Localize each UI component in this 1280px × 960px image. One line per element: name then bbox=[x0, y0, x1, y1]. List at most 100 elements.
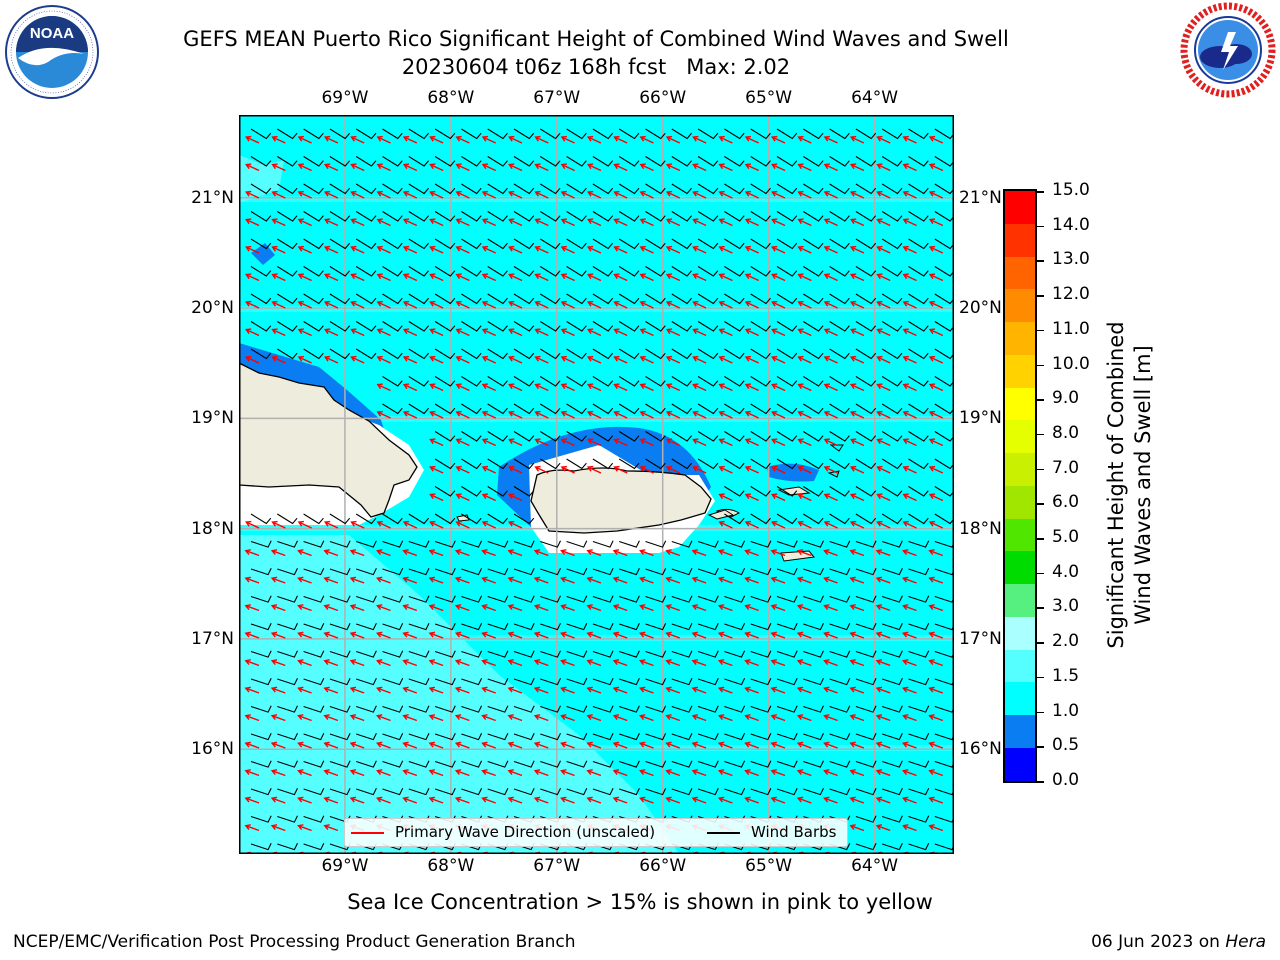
wind-barb bbox=[355, 348, 377, 360]
wind-barb bbox=[250, 623, 272, 631]
wave-direction-arrow bbox=[770, 796, 786, 804]
wind-barb bbox=[619, 788, 640, 796]
wave-direction-arrow bbox=[586, 355, 602, 364]
wind-barb bbox=[461, 486, 482, 497]
wave-direction-arrow bbox=[323, 631, 339, 639]
wave-direction-arrow bbox=[876, 163, 891, 172]
wave-direction-arrow bbox=[508, 438, 523, 447]
wind-barb bbox=[277, 733, 298, 741]
wind-barb bbox=[724, 266, 745, 277]
wind-barb bbox=[671, 321, 693, 332]
wind-barb bbox=[487, 403, 508, 415]
wind-barb bbox=[592, 403, 614, 415]
wave-direction-arrow bbox=[376, 659, 391, 667]
wave-direction-arrow bbox=[481, 135, 496, 144]
wave-direction-arrow bbox=[323, 796, 339, 804]
wind-barb bbox=[408, 266, 430, 277]
wind-barb bbox=[303, 568, 325, 576]
wave-direction-arrow bbox=[507, 714, 523, 722]
wind-barb bbox=[329, 183, 351, 195]
wind-barb bbox=[855, 183, 877, 195]
wind-barb bbox=[803, 705, 824, 713]
wind-barb bbox=[829, 513, 850, 525]
wind-barb bbox=[487, 595, 509, 603]
wave-direction-arrow bbox=[849, 659, 865, 667]
wind-barb bbox=[750, 705, 772, 713]
wind-barb bbox=[829, 348, 850, 360]
wave-direction-arrow bbox=[481, 190, 496, 199]
wind-barb bbox=[408, 760, 430, 768]
wave-direction-arrow bbox=[534, 218, 549, 227]
wind-barb bbox=[829, 458, 850, 470]
wind-barb bbox=[697, 568, 719, 576]
wind-barb bbox=[408, 376, 430, 387]
wave-direction-arrow bbox=[402, 631, 418, 639]
wave-direction-arrow bbox=[244, 631, 260, 639]
wave-direction-arrow bbox=[454, 769, 470, 777]
wind-barb bbox=[329, 705, 351, 713]
wind-barb bbox=[776, 568, 798, 576]
wind-barb bbox=[645, 183, 666, 195]
wind-barb bbox=[803, 458, 824, 470]
lat-tick-label: 21°N bbox=[191, 187, 234, 208]
wave-direction-arrow bbox=[350, 245, 365, 254]
wave-direction-arrow bbox=[376, 796, 391, 804]
wave-direction-arrow bbox=[533, 741, 549, 749]
colorbar-segment bbox=[1005, 256, 1035, 290]
wave-direction-arrow bbox=[823, 659, 838, 667]
wind-barb bbox=[618, 348, 640, 360]
wind-barb bbox=[882, 568, 903, 576]
wind-barb bbox=[592, 211, 614, 222]
wind-barb bbox=[277, 156, 298, 167]
wind-barb bbox=[803, 486, 824, 497]
colorbar-segment bbox=[1005, 551, 1035, 585]
wind-barb bbox=[724, 595, 746, 603]
wave-direction-arrow bbox=[849, 741, 865, 749]
wind-barb bbox=[750, 156, 771, 167]
wave-direction-arrow bbox=[928, 355, 944, 364]
wind-barb bbox=[487, 623, 509, 631]
wave-direction-arrow bbox=[744, 135, 759, 144]
wave-direction-arrow bbox=[928, 465, 944, 474]
wave-direction-arrow bbox=[586, 465, 602, 474]
wind-barb bbox=[382, 321, 403, 332]
colorbar-level-label: 10.0 bbox=[1052, 353, 1090, 374]
wind-barb bbox=[671, 458, 693, 470]
wave-direction-arrow bbox=[612, 796, 628, 804]
wind-barb bbox=[881, 238, 903, 250]
wind-barb bbox=[908, 321, 929, 332]
wind-barb bbox=[303, 705, 325, 713]
wind-barb bbox=[566, 650, 588, 658]
wave-direction-arrow bbox=[560, 355, 575, 364]
wind-barb bbox=[592, 156, 614, 167]
wave-direction-arrow bbox=[928, 604, 944, 612]
wind-barb bbox=[356, 733, 377, 741]
wave-direction-arrow bbox=[691, 576, 707, 584]
wind-barb bbox=[882, 540, 903, 548]
wave-direction-arrow bbox=[560, 410, 575, 419]
colorbar-segment bbox=[1005, 485, 1035, 519]
wave-direction-arrow bbox=[902, 741, 917, 749]
wind-barb bbox=[250, 238, 272, 250]
wave-direction-arrow bbox=[691, 769, 707, 777]
wind-barb bbox=[513, 128, 535, 140]
wind-barb bbox=[382, 293, 403, 305]
wind-barb bbox=[513, 238, 535, 250]
wind-barb bbox=[592, 431, 614, 442]
wave-direction-arrow bbox=[691, 631, 707, 639]
wind-barb bbox=[829, 183, 850, 195]
wind-barb bbox=[461, 321, 482, 332]
wave-direction-arrow bbox=[665, 686, 681, 694]
wave-direction-arrow bbox=[639, 465, 654, 474]
wind-barb bbox=[829, 156, 850, 167]
wave-direction-arrow bbox=[560, 300, 575, 309]
wave-direction-arrow bbox=[823, 273, 838, 282]
wave-direction-arrow bbox=[402, 273, 418, 282]
wave-direction-arrow bbox=[665, 659, 681, 667]
colorbar-segment bbox=[1005, 748, 1035, 781]
wave-direction-arrow bbox=[770, 576, 786, 584]
wave-direction-arrow bbox=[586, 686, 602, 694]
wave-direction-arrow bbox=[270, 741, 286, 749]
wind-barb bbox=[250, 540, 272, 548]
wave-direction-arrow bbox=[876, 300, 891, 309]
